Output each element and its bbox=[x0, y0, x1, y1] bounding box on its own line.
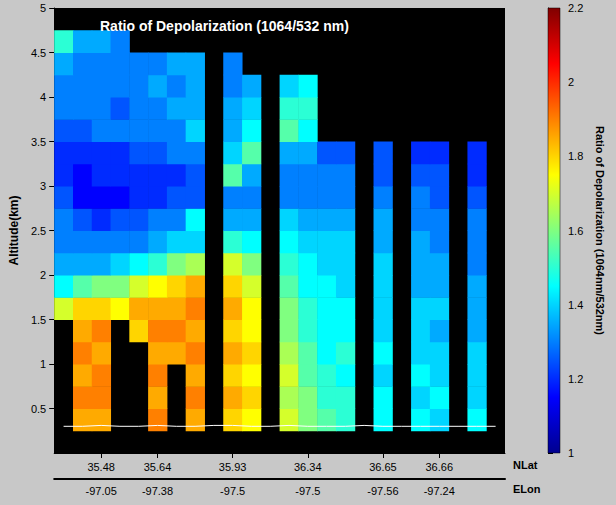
svg-text:0.5: 0.5 bbox=[31, 403, 46, 415]
svg-text:-97.05: -97.05 bbox=[86, 485, 117, 497]
svg-text:3: 3 bbox=[40, 180, 46, 192]
svg-text:1.6: 1.6 bbox=[568, 225, 583, 237]
svg-text:1.2: 1.2 bbox=[568, 373, 583, 385]
svg-text:-97.38: -97.38 bbox=[142, 485, 173, 497]
svg-text:-97.5: -97.5 bbox=[220, 485, 245, 497]
svg-text:2: 2 bbox=[40, 269, 46, 281]
svg-text:1.4: 1.4 bbox=[568, 299, 583, 311]
svg-text:36.34: 36.34 bbox=[294, 461, 322, 473]
svg-text:35.48: 35.48 bbox=[87, 461, 115, 473]
svg-text:2.2: 2.2 bbox=[568, 2, 583, 14]
svg-text:5: 5 bbox=[40, 2, 46, 14]
svg-text:3.5: 3.5 bbox=[31, 136, 46, 148]
svg-text:Ratio of Depolarization (1064n: Ratio of Depolarization (1064nm/532nm) bbox=[594, 126, 606, 335]
svg-text:ELon: ELon bbox=[513, 483, 541, 495]
svg-text:1.8: 1.8 bbox=[568, 150, 583, 162]
svg-text:Ratio of Depolarization (1064/: Ratio of Depolarization (1064/532 nm) bbox=[100, 18, 349, 34]
svg-text:35.64: 35.64 bbox=[144, 461, 172, 473]
svg-text:35.93: 35.93 bbox=[219, 461, 247, 473]
svg-text:1.5: 1.5 bbox=[31, 314, 46, 326]
svg-text:4.5: 4.5 bbox=[31, 47, 46, 59]
svg-text:-97.56: -97.56 bbox=[367, 485, 398, 497]
svg-text:2.5: 2.5 bbox=[31, 225, 46, 237]
svg-text:36.65: 36.65 bbox=[369, 461, 397, 473]
svg-text:36.66: 36.66 bbox=[425, 461, 453, 473]
svg-text:1: 1 bbox=[568, 447, 574, 459]
svg-text:-97.24: -97.24 bbox=[424, 485, 455, 497]
svg-text:-97.5: -97.5 bbox=[295, 485, 320, 497]
svg-text:1: 1 bbox=[40, 358, 46, 370]
svg-text:NLat: NLat bbox=[513, 459, 538, 471]
svg-text:2: 2 bbox=[568, 76, 574, 88]
svg-text:4: 4 bbox=[40, 91, 46, 103]
svg-text:Altitude(km): Altitude(km) bbox=[7, 196, 21, 266]
